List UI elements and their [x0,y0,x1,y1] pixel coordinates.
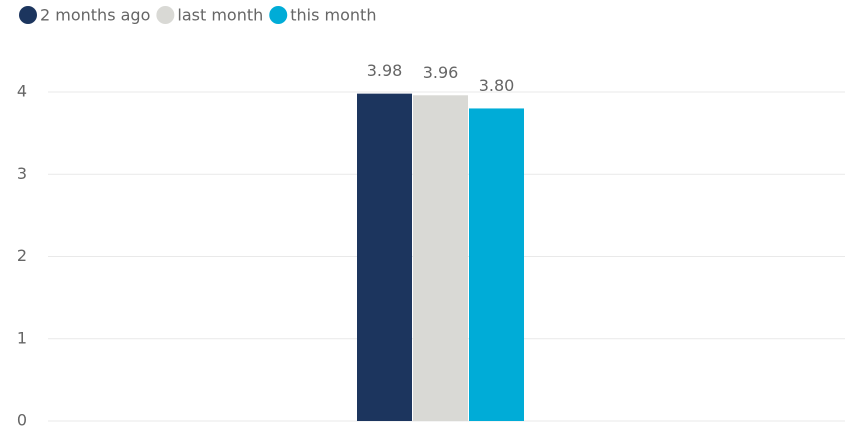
data-label: 3.96 [423,63,459,82]
legend-label: 2 months ago [40,6,150,25]
data-label: 3.98 [367,61,403,80]
y-tick-label: 2 [17,246,27,265]
y-tick-label: 0 [17,411,27,430]
data-label: 3.80 [479,76,515,95]
legend-label: this month [290,6,376,25]
y-tick-label: 1 [17,328,27,347]
y-tick-label: 3 [17,164,27,183]
legend-label: last month [177,6,263,25]
bar [413,95,468,421]
legend-marker [19,6,37,24]
y-tick-label: 4 [17,82,27,101]
legend-marker [269,6,288,24]
bar [357,93,412,422]
legend-marker [156,6,175,24]
bar [469,108,524,421]
